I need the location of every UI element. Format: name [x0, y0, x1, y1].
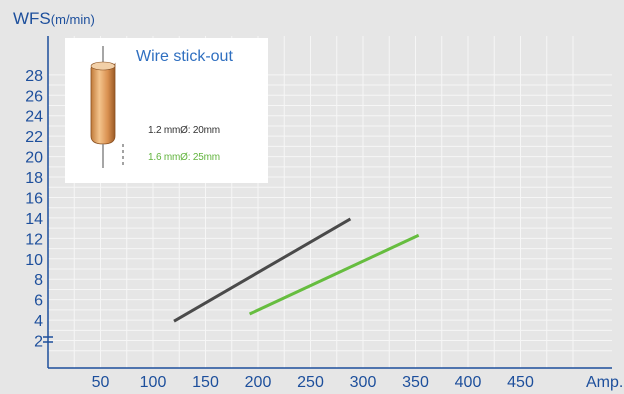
x-tick-label: 50	[92, 374, 110, 391]
legend-inset: Wire stick-out 1.2 mmØ: 20mm 1.6 mmØ: 25…	[65, 38, 268, 183]
x-tick-label: 250	[297, 374, 324, 391]
x-tick-label: 350	[402, 374, 429, 391]
x-tick-label: 200	[245, 374, 272, 391]
series-lines	[173, 217, 420, 323]
y-tick-label: 16	[25, 190, 43, 207]
y-tick-label: 12	[25, 231, 43, 248]
y-tick-label: 2	[34, 334, 43, 351]
axes	[43, 36, 612, 369]
y-tick-labels: 28 26 24 22 20 18 16 14 12 10 8 6 4 2	[25, 68, 43, 351]
y-tick-label: 4	[34, 313, 43, 330]
y-tick-label: 14	[25, 211, 43, 228]
series-line-1	[173, 217, 352, 323]
y-tick-label: 6	[34, 293, 43, 310]
y-tick-label: 20	[25, 150, 43, 167]
y-axis-label: WFS(m/min)	[13, 9, 95, 28]
x-tick-label: 400	[455, 374, 482, 391]
y-tick-label: 8	[34, 272, 43, 289]
legend-entry-1-6mm: 1.6 mmØ: 25mm	[148, 152, 220, 163]
legend-entry-1-2mm: 1.2 mmØ: 20mm	[148, 125, 220, 136]
y-tick-label: 24	[25, 109, 43, 126]
x-tick-label: 150	[192, 374, 219, 391]
y-tick-label: 26	[25, 88, 43, 105]
inset-title: Wire stick-out	[136, 48, 233, 65]
y-tick-label: 22	[25, 129, 43, 146]
x-tick-labels: 50 100 150 200 250 300 350 400 450	[92, 374, 534, 391]
x-tick-label: 300	[350, 374, 377, 391]
y-tick-label: 18	[25, 170, 43, 187]
x-tick-label: 450	[507, 374, 534, 391]
y-tick-label: 10	[25, 252, 43, 269]
y-tick-label: 28	[25, 68, 43, 85]
x-tick-label: 100	[140, 374, 167, 391]
series-line-2	[248, 233, 420, 316]
x-axis-label: Amp.	[586, 374, 623, 391]
welding-wire-icon	[90, 46, 124, 168]
grid-lines	[48, 36, 612, 368]
